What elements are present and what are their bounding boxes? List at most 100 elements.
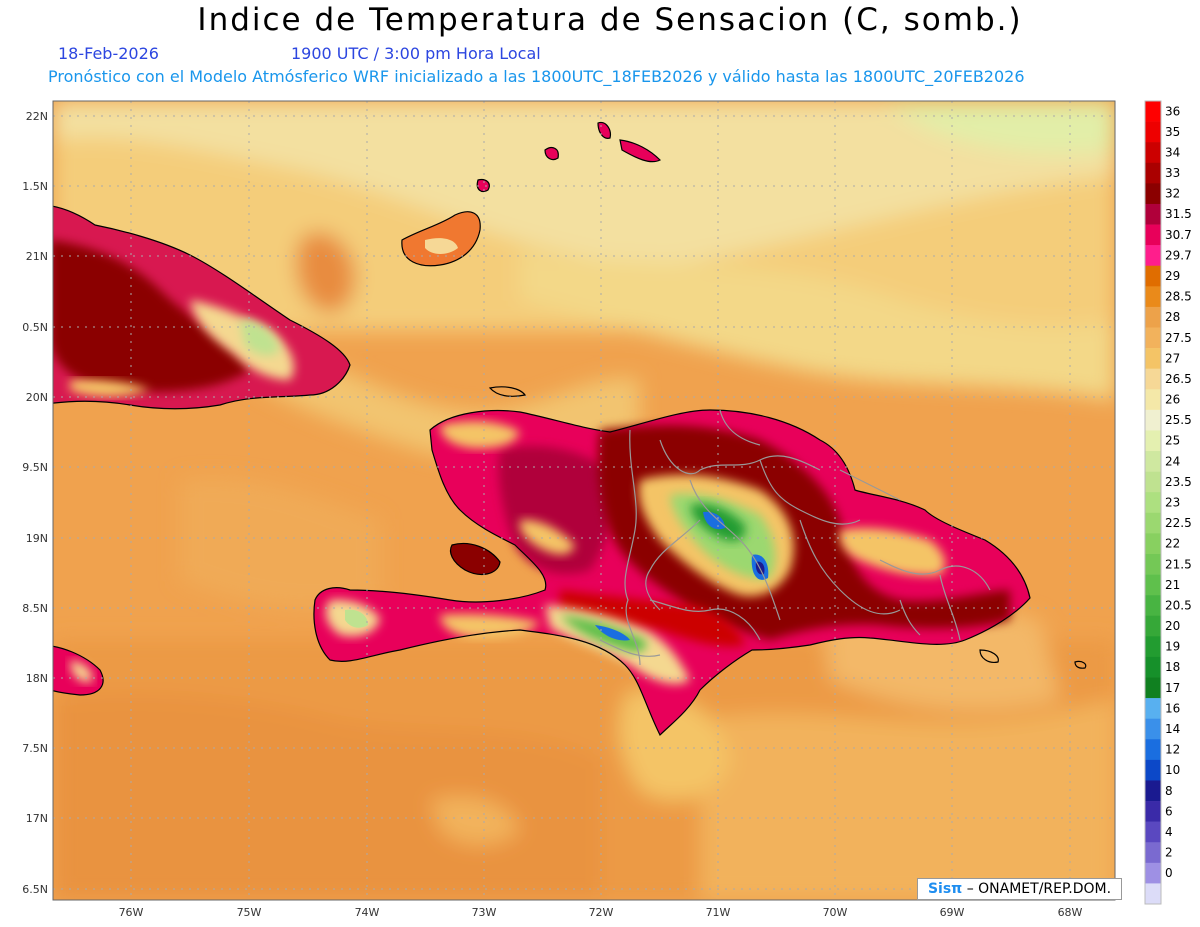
colorbar-swatch — [1145, 718, 1161, 740]
colorbar-label: 17 — [1165, 681, 1180, 695]
colorbar-swatch — [1145, 306, 1161, 328]
coastlines — [53, 121, 1087, 737]
colorbar-label: 34 — [1165, 146, 1180, 160]
colorbar-swatch — [1145, 883, 1161, 905]
colorbar-label: 21.5 — [1165, 557, 1192, 571]
colorbar-label: 27.5 — [1165, 331, 1192, 345]
colorbar-swatch — [1145, 512, 1161, 534]
colorbar-label: 19 — [1165, 640, 1180, 654]
colorbar-label: 36 — [1165, 104, 1180, 118]
colorbar-swatch — [1145, 183, 1161, 205]
colorbar-swatch — [1145, 801, 1161, 822]
credit-box: Sisπ – ONAMET/REP.DOM. — [917, 878, 1122, 900]
colorbar-label: 24 — [1165, 454, 1180, 468]
colorbar-label: 26.5 — [1165, 372, 1192, 386]
cuba-landmass — [53, 206, 350, 409]
colorbar-label: 22 — [1165, 537, 1180, 551]
colorbar-swatch — [1145, 615, 1161, 637]
colorbar-label: 29.7 — [1165, 248, 1192, 262]
forecast-time: 1900 UTC / 3:00 pm Hora Local — [291, 44, 541, 63]
colorbar-swatch — [1145, 471, 1161, 493]
colorbar-label: 27 — [1165, 351, 1180, 365]
colorbar-label: 33 — [1165, 166, 1180, 180]
lat-tick-label: 21N — [26, 250, 48, 263]
lat-tick-label: 8.5N — [22, 602, 48, 615]
colorbar-label: 25 — [1165, 434, 1180, 448]
colorbar-label: 32 — [1165, 187, 1180, 201]
colorbar-swatch — [1145, 759, 1161, 781]
colorbar-swatch — [1145, 595, 1161, 617]
map-title: Indice de Temperatura de Sensacion (C, s… — [197, 2, 1023, 38]
colorbar-swatch — [1145, 862, 1161, 884]
colorbar-swatch — [1145, 780, 1161, 802]
lon-tick-label: 76W — [119, 906, 144, 919]
colorbar-swatch — [1145, 739, 1161, 761]
colorbar-swatch — [1145, 656, 1161, 678]
colorbar-swatch — [1145, 348, 1161, 369]
lon-tick-label: 71W — [706, 906, 731, 919]
colorbar-swatch — [1145, 162, 1161, 184]
colorbar-label: 18 — [1165, 660, 1180, 674]
jamaica-landmass — [53, 646, 104, 695]
colorbar-swatch — [1145, 203, 1161, 225]
colorbar-swatch — [1145, 492, 1161, 514]
model-info: Pronóstico con el Modelo Atmósferico WRF… — [48, 67, 1025, 86]
colorbar-label: 23.5 — [1165, 475, 1192, 489]
colorbar-label: 16 — [1165, 701, 1180, 715]
colorbar-swatch — [1145, 430, 1161, 452]
lon-tick-label: 68W — [1058, 906, 1083, 919]
lon-tick-label: 73W — [472, 906, 497, 919]
inagua-island — [401, 211, 481, 266]
colorbar-label: 14 — [1165, 722, 1180, 736]
colorbar-swatch — [1145, 101, 1161, 122]
colorbar-label: 28 — [1165, 310, 1180, 324]
colorbar-swatch — [1145, 553, 1161, 575]
colorbar-label: 28.5 — [1165, 290, 1192, 304]
colorbar-swatch — [1145, 121, 1161, 143]
colorbar-swatch — [1145, 821, 1161, 843]
colorbar-swatch — [1145, 224, 1161, 246]
lat-tick-label: 17N — [26, 812, 48, 825]
colorbar-label: 35 — [1165, 125, 1180, 139]
colorbar-label: 23 — [1165, 496, 1180, 510]
colorbar-label: 6 — [1165, 804, 1173, 818]
hispaniola-landmass — [313, 410, 1030, 735]
colorbar-swatch — [1145, 533, 1161, 555]
colorbar-swatch — [1145, 327, 1161, 349]
credit-text: – ONAMET/REP.DOM. — [966, 881, 1112, 897]
colorbar-label: 30.7 — [1165, 228, 1192, 242]
colorbar: 363534333231.530.729.72928.52827.52726.5… — [1144, 100, 1192, 905]
colorbar-swatch — [1145, 636, 1161, 658]
colorbar-label: 12 — [1165, 743, 1180, 757]
colorbar-swatch — [1145, 698, 1161, 719]
lon-tick-label: 69W — [940, 906, 965, 919]
colorbar-label: 4 — [1165, 825, 1173, 839]
colorbar-label: 8 — [1165, 784, 1173, 798]
lat-tick-label: 22N — [26, 110, 48, 123]
colorbar-frame — [1144, 100, 1162, 905]
colorbar-swatch — [1145, 677, 1161, 699]
colorbar-label: 0 — [1165, 866, 1173, 880]
forecast-date: 18-Feb-2026 — [58, 44, 159, 63]
lon-tick-label: 72W — [589, 906, 614, 919]
colorbar-swatch — [1145, 265, 1161, 287]
colorbar-label: 20 — [1165, 619, 1180, 633]
map-frame — [52, 100, 1116, 901]
lon-tick-label: 75W — [237, 906, 262, 919]
map-panel — [53, 101, 1115, 900]
colorbar-swatch — [1145, 389, 1161, 411]
colorbar-label: 29 — [1165, 269, 1180, 283]
lat-tick-label: 0.5N — [22, 321, 48, 334]
lat-tick-label: 7.5N — [22, 742, 48, 755]
lat-tick-label: 9.5N — [22, 461, 48, 474]
colorbar-label: 21 — [1165, 578, 1180, 592]
longitude-labels: 76W 75W 74W 73W 72W 71W 70W 69W 68W — [119, 906, 1083, 919]
colorbar-label: 25.5 — [1165, 413, 1192, 427]
colorbar-swatch — [1145, 842, 1161, 864]
colorbar-swatch — [1145, 245, 1161, 267]
lon-tick-label: 70W — [823, 906, 848, 919]
lat-tick-label: 20N — [26, 391, 48, 404]
colorbar-swatch — [1145, 142, 1161, 164]
province-borders — [599, 409, 991, 666]
